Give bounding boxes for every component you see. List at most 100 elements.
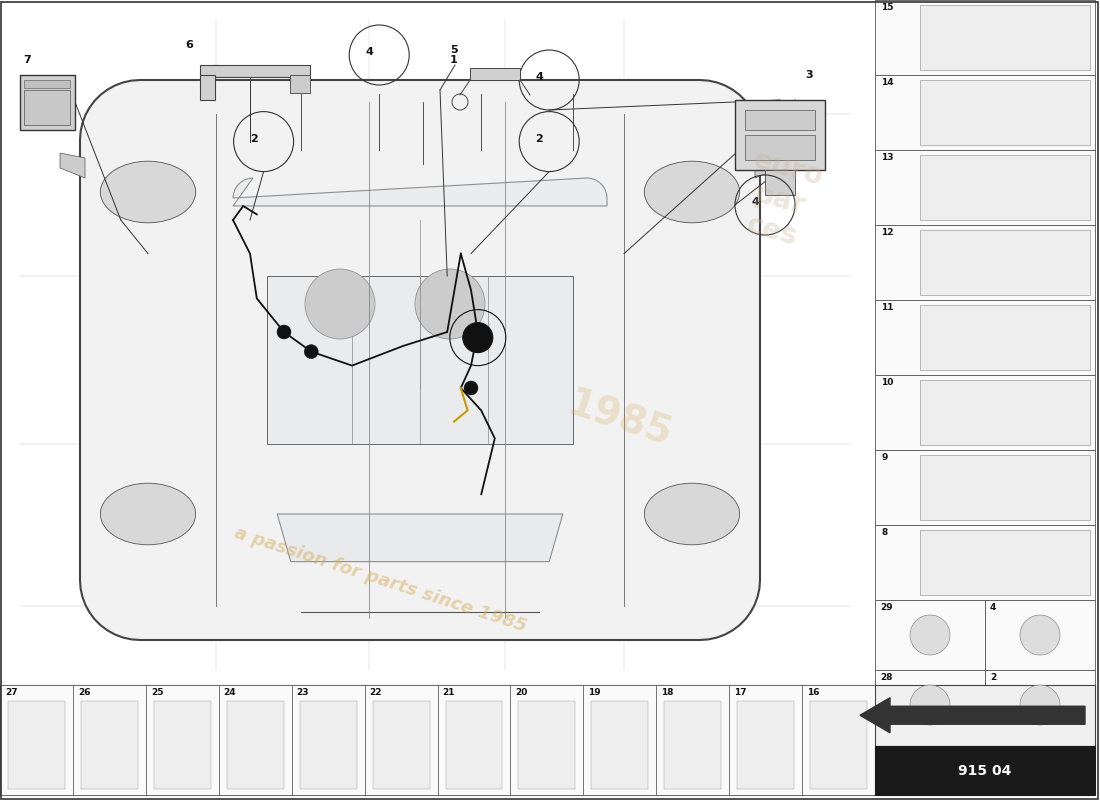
Bar [874, 300, 1094, 375]
Polygon shape [80, 80, 760, 640]
Bar [874, 685, 1094, 746]
Text: 10: 10 [881, 378, 893, 387]
Bar [737, 701, 794, 789]
Bar [920, 230, 1090, 295]
Ellipse shape [100, 483, 196, 545]
Bar [745, 110, 815, 130]
Text: 2: 2 [250, 134, 257, 144]
Bar [802, 685, 874, 795]
Text: 2: 2 [990, 673, 997, 682]
Bar [874, 375, 1094, 450]
Bar [0, 685, 874, 795]
FancyArrow shape [860, 698, 1085, 733]
Text: 22: 22 [370, 688, 382, 697]
Text: 2: 2 [536, 134, 543, 144]
Bar [0, 685, 73, 795]
Text: 21: 21 [442, 688, 455, 697]
Circle shape [1020, 685, 1060, 725]
Text: 15: 15 [881, 3, 893, 12]
Text: 4: 4 [365, 47, 373, 57]
Bar [364, 685, 438, 795]
Bar [583, 685, 657, 795]
Text: 24: 24 [223, 688, 236, 697]
Bar [292, 685, 364, 795]
Text: 11: 11 [881, 303, 893, 312]
Bar [920, 155, 1090, 220]
Text: 8: 8 [881, 528, 888, 537]
Bar [470, 68, 520, 80]
Text: 18: 18 [661, 688, 673, 697]
Bar [874, 670, 984, 740]
Bar [8, 701, 65, 789]
Circle shape [305, 269, 375, 339]
Ellipse shape [100, 162, 196, 222]
Bar [920, 530, 1090, 595]
Bar [874, 450, 1094, 525]
Text: 5: 5 [450, 45, 458, 55]
Bar [146, 685, 219, 795]
Bar [745, 135, 815, 160]
Bar [200, 75, 214, 100]
Bar [874, 600, 984, 670]
Polygon shape [277, 514, 563, 562]
Text: 12: 12 [881, 228, 893, 237]
Bar [920, 5, 1090, 70]
Bar [200, 65, 310, 77]
Bar [81, 701, 138, 789]
Text: 13: 13 [881, 153, 893, 162]
Bar [446, 701, 503, 789]
Bar [984, 600, 1094, 670]
Bar [20, 75, 75, 130]
Bar [299, 701, 356, 789]
Bar [920, 305, 1090, 370]
Circle shape [910, 615, 950, 655]
Text: 4: 4 [990, 603, 997, 612]
Text: 4: 4 [751, 197, 759, 207]
Bar [438, 685, 510, 795]
Text: 1985: 1985 [563, 386, 678, 454]
Bar [920, 80, 1090, 145]
Bar [267, 276, 573, 444]
Text: 23: 23 [297, 688, 309, 697]
Text: 17: 17 [734, 688, 747, 697]
Ellipse shape [645, 483, 739, 545]
Text: 16: 16 [807, 688, 820, 697]
Text: a passion for parts since 1985: a passion for parts since 1985 [232, 524, 528, 636]
Text: 20: 20 [516, 688, 528, 697]
Ellipse shape [645, 162, 739, 222]
Bar [227, 701, 284, 789]
Circle shape [1020, 615, 1060, 655]
Text: 26: 26 [78, 688, 90, 697]
Bar [874, 746, 1094, 795]
Polygon shape [60, 153, 85, 178]
Text: 25: 25 [151, 688, 163, 697]
Text: 6: 6 [185, 40, 192, 50]
Bar [735, 100, 825, 170]
Text: euro
par
ces: euro par ces [734, 146, 826, 254]
Text: 29: 29 [880, 603, 892, 612]
Bar [874, 225, 1094, 300]
Bar [920, 455, 1090, 520]
Bar [920, 380, 1090, 445]
Circle shape [464, 381, 478, 395]
Polygon shape [233, 178, 607, 206]
Bar [154, 701, 211, 789]
Text: 28: 28 [880, 673, 892, 682]
Circle shape [277, 325, 292, 339]
Polygon shape [755, 153, 780, 178]
Bar [874, 0, 1094, 75]
Text: 7: 7 [23, 55, 31, 65]
Bar [290, 75, 310, 93]
Bar [874, 525, 1094, 600]
Circle shape [305, 345, 318, 358]
Bar [810, 701, 867, 789]
Bar [24, 80, 70, 88]
Bar [764, 170, 795, 195]
Bar [657, 685, 729, 795]
Text: 1: 1 [450, 55, 458, 65]
Text: 9: 9 [881, 453, 888, 462]
Circle shape [463, 322, 493, 353]
Bar [984, 670, 1094, 740]
Bar [729, 685, 802, 795]
Bar [73, 685, 146, 795]
